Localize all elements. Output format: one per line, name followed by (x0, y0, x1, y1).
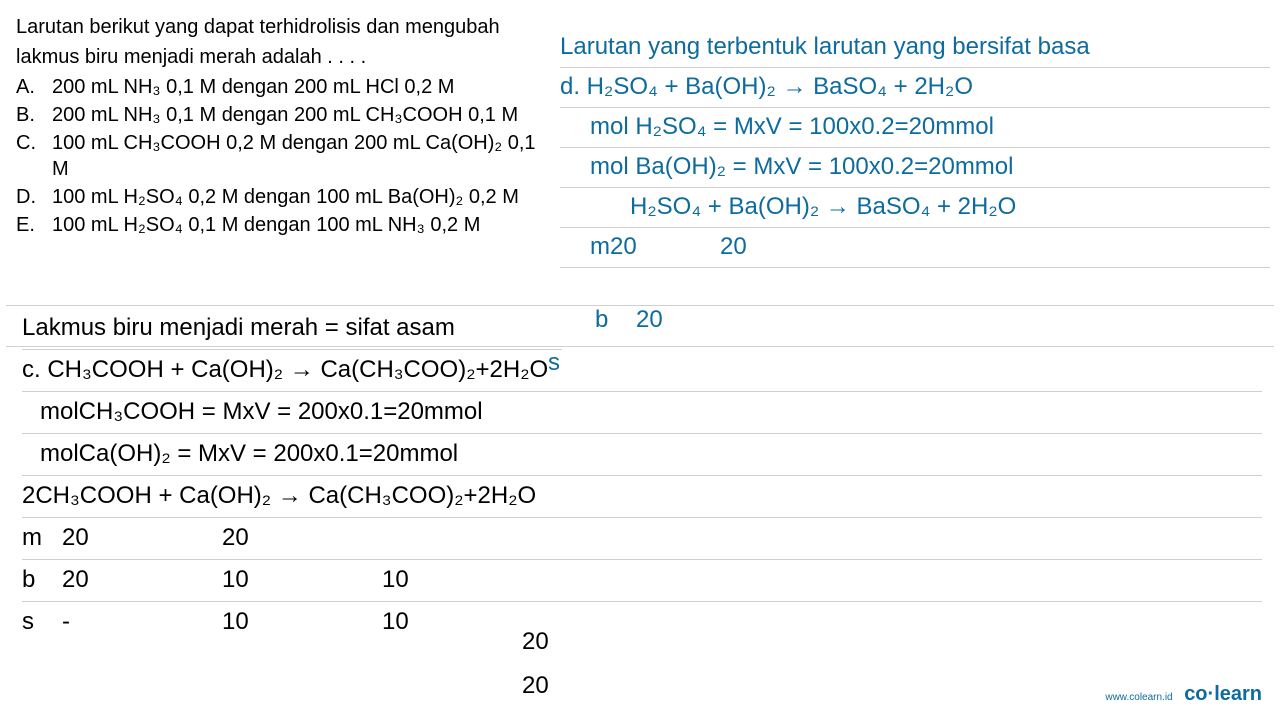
logo-block: www.colearn.id co·learn (1105, 683, 1262, 706)
answer-right-block: Larutan yang terbentuk larutan yang bers… (560, 28, 1270, 268)
right-ice-b-val: 20 (636, 306, 663, 334)
left-ice-b-c4: 20 (522, 628, 549, 656)
left-line-4: molCa(OH)₂ = MxV = 200x0.1=20mmol (22, 434, 1262, 476)
left-line-5: 2CH₃COOH + Ca(OH)₂ → Ca(CH₃COO)₂+2H₂O (22, 476, 1262, 518)
logo-url: www.colearn.id (1105, 692, 1172, 703)
left-ice-m: m 20 20 (22, 518, 1262, 560)
right-line-1: Larutan yang terbentuk larutan yang bers… (560, 28, 1270, 68)
left-ice-s-c4: 20 (522, 672, 549, 700)
answer-left-block: Lakmus biru menjadi merah = sifat asam c… (22, 308, 562, 643)
ruler (6, 305, 1274, 306)
option-d: D. 100 mL H₂SO₄ 0,2 M dengan 100 mL Ba(O… (16, 184, 556, 210)
right-line-5: H₂SO₄ + Ba(OH)₂ → BaSO₄ + 2H₂O (560, 188, 1270, 228)
option-a: A. 200 mL NH₃ 0,1 M dengan 200 mL HCl 0,… (16, 74, 556, 100)
option-c: C. 100 mL CH₃COOH 0,2 M dengan 200 mL Ca… (16, 130, 556, 182)
right-ice-b-label: b (595, 306, 608, 334)
left-ice-b: b 20 10 10 (22, 560, 1262, 602)
option-b: B. 200 mL NH₃ 0,1 M dengan 200 mL CH₃COO… (16, 102, 556, 128)
right-line-2: d. H₂SO₄ + Ba(OH)₂ → BaSO₄ + 2H₂O (560, 68, 1270, 108)
option-e: E. 100 mL H₂SO₄ 0,1 M dengan 100 mL NH₃ … (16, 212, 556, 238)
left-line-3: molCH₃COOH = MxV = 200x0.1=20mmol (22, 392, 1262, 434)
question-line-2: lakmus biru menjadi merah adalah . . . . (16, 44, 556, 70)
right-ice-m: m 20 20 (560, 228, 1270, 268)
left-line-2: c. CH₃COOH + Ca(OH)₂ → Ca(CH₃COO)₂+2H₂O (22, 350, 1262, 392)
right-line-3: mol H₂SO₄ = MxV = 100x0.2=20mmol (560, 108, 1270, 148)
question-block: Larutan berikut yang dapat terhidrolisis… (16, 14, 556, 240)
question-line-1: Larutan berikut yang dapat terhidrolisis… (16, 14, 556, 40)
left-ice-s: s - 10 10 (22, 602, 1262, 643)
logo-brand: co·learn (1184, 683, 1262, 705)
left-line-1: Lakmus biru menjadi merah = sifat asam (22, 308, 562, 350)
right-line-4: mol Ba(OH)₂ = MxV = 100x0.2=20mmol (560, 148, 1270, 188)
